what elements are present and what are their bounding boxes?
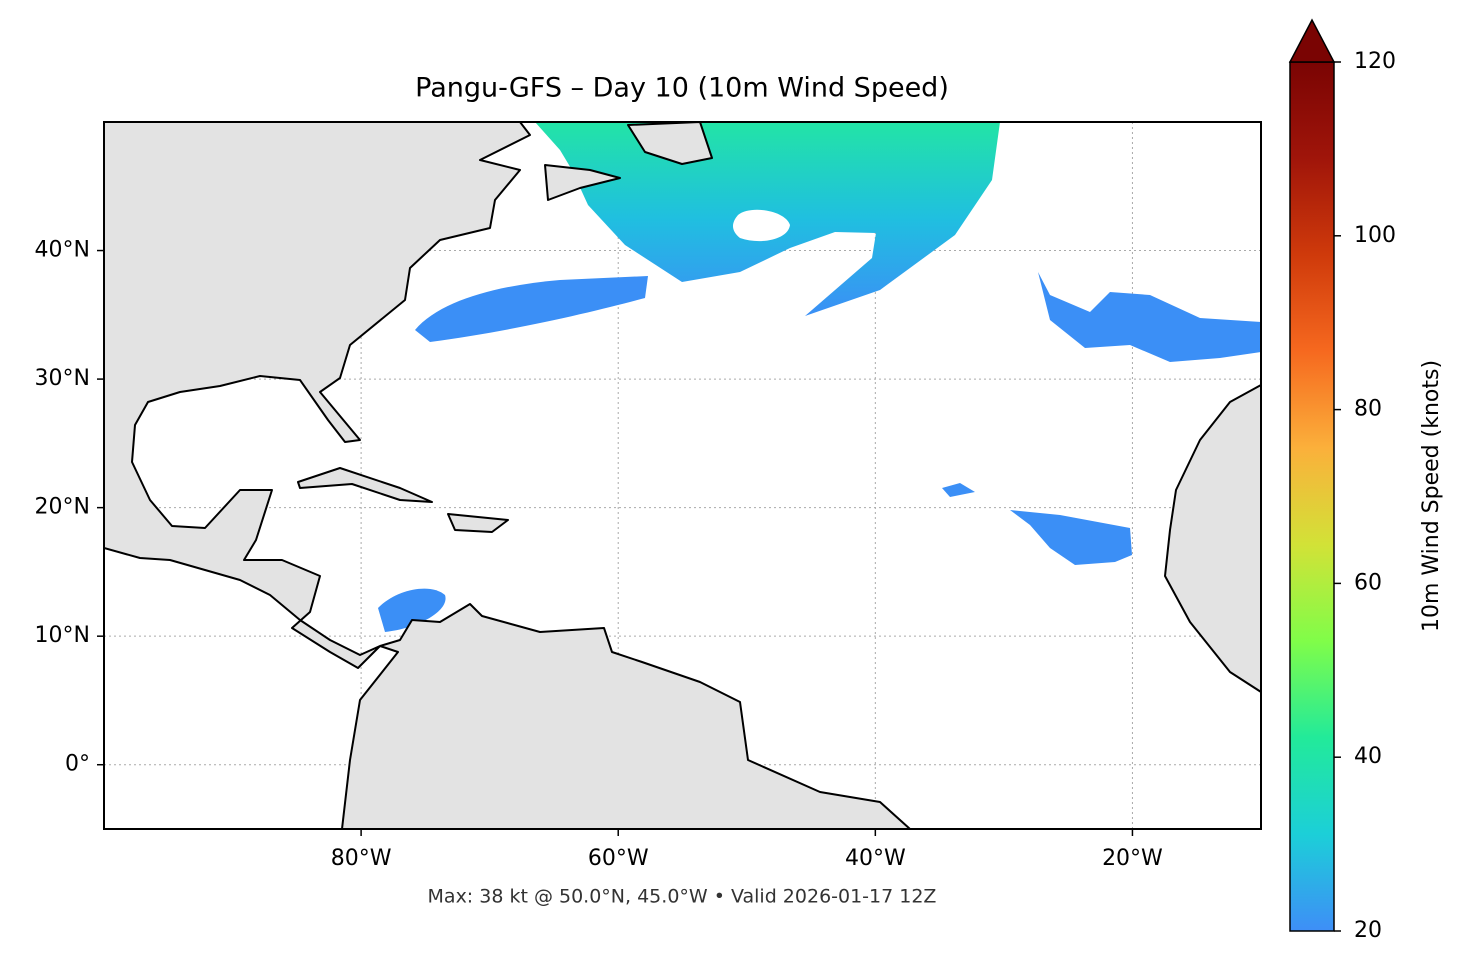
map-area [104,122,1261,829]
colorbar [1289,61,1335,932]
colorbar-tick-label: 80 [1354,397,1382,422]
land-hispaniola [447,513,509,533]
lon-tick-label: 20°W [1102,846,1163,871]
wind-field [1038,272,1261,362]
lat-tick-label: 10°N [35,623,90,648]
lon-tick-label: 60°W [588,846,649,871]
colorbar-tick-label: 60 [1354,570,1382,595]
lat-tick-label: 20°N [35,495,90,520]
wind-field [535,122,1000,316]
lat-tick-label: 30°N [35,366,90,391]
footer-note: Max: 38 kt @ 50.0°N, 45.0°W • Valid 2026… [428,886,937,908]
colorbar-tick-label: 120 [1354,49,1396,74]
land-africa [1164,384,1261,693]
map-frame [103,121,1262,830]
colorbar-tick-label: 20 [1354,918,1382,943]
land-maritimes [544,164,621,201]
wind-field [378,588,446,632]
wind-field [415,276,648,342]
wind-field [1010,510,1132,565]
wind-field [942,483,975,497]
colorbar-extend [1288,18,1336,63]
colorbar-tick-label: 100 [1354,223,1396,248]
colorbar-tick-label: 40 [1354,744,1382,769]
lon-tick-label: 80°W [331,846,392,871]
colorbar-label: 10m Wind Speed (knots) [1419,360,1444,632]
map-title: Pangu-GFS – Day 10 (10m Wind Speed) [415,73,949,104]
land-cuba [297,467,433,503]
lat-tick-label: 40°N [35,238,90,263]
lon-tick-label: 40°W [845,846,906,871]
land-americas [104,122,911,829]
lat-tick-label: 0° [65,752,90,777]
